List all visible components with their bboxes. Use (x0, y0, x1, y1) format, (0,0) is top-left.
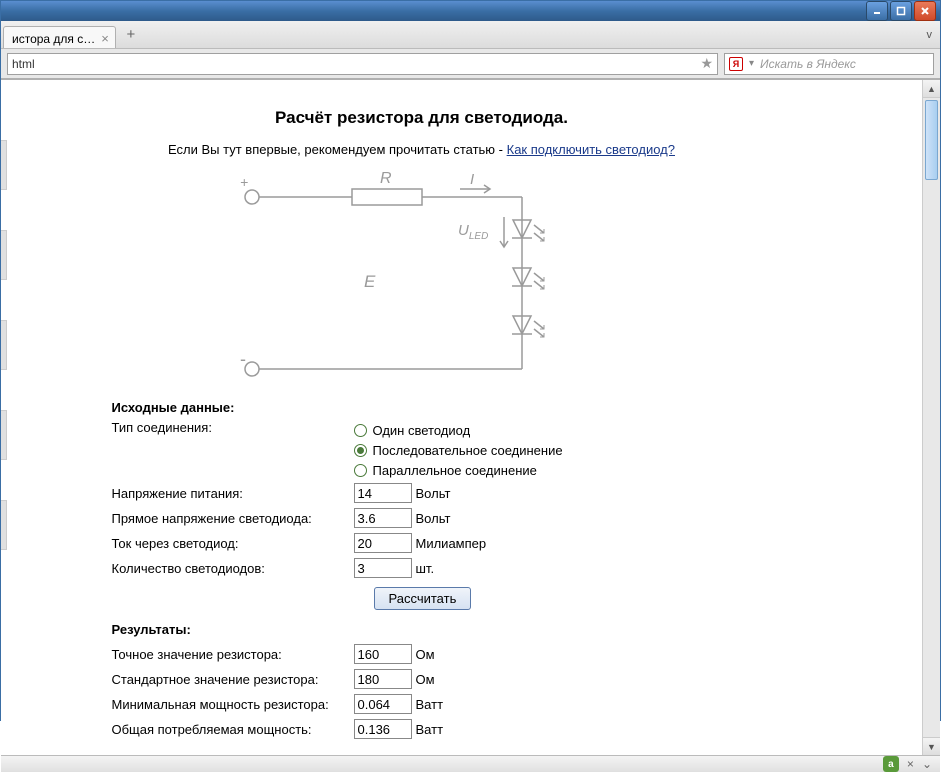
field-label: Количество светодиодов: (112, 561, 354, 576)
address-row: html ★ Я ▾ Искать в Яндекс (1, 49, 940, 79)
intro-text: Если Вы тут впервые, рекомендуем прочита… (92, 142, 752, 157)
radio-single[interactable]: Один светодиод (354, 420, 563, 440)
new-tab-button[interactable]: + (120, 26, 142, 44)
circuit-diagram: + R I (212, 169, 632, 387)
field-unit: шт. (416, 561, 435, 576)
field-input[interactable] (354, 508, 412, 528)
result-output[interactable] (354, 669, 412, 689)
scroll-thumb[interactable] (925, 100, 938, 180)
result-output[interactable] (354, 644, 412, 664)
status-close-icon[interactable]: × (907, 757, 914, 771)
result-unit: Ватт (416, 722, 444, 737)
radio-icon (354, 424, 367, 437)
svg-text:R: R (380, 170, 392, 187)
type-label: Тип соединения: (112, 420, 354, 435)
input-row: Прямое напряжение светодиода: Вольт (112, 506, 752, 530)
result-row: Минимальная мощность резистора: Ватт (112, 692, 752, 716)
result-row: Точное значение резистора: Ом (112, 642, 752, 666)
maximize-button[interactable] (890, 1, 912, 21)
page-content: Расчёт резистора для светодиода. Если Вы… (72, 80, 792, 755)
scroll-down-icon[interactable]: ▼ (923, 737, 940, 755)
inputs-heading: Исходные данные: (112, 400, 354, 415)
svg-text:ULED: ULED (458, 222, 488, 242)
browser-window: истора для с… × + v html ★ Я ▾ Искать в … (0, 0, 941, 721)
radio-icon (354, 464, 367, 477)
window-titlebar (1, 1, 940, 21)
left-gutter (1, 140, 7, 590)
yandex-icon: Я (729, 57, 743, 71)
svg-text:+: + (240, 174, 248, 190)
url-text: html (12, 57, 700, 71)
field-label: Ток через светодиод: (112, 536, 354, 551)
input-row: Количество светодиодов: шт. (112, 556, 752, 580)
bookmark-star-icon[interactable]: ★ (700, 55, 713, 72)
result-output[interactable] (354, 719, 412, 739)
result-row: Стандартное значение резистора: Ом (112, 667, 752, 691)
calculate-button[interactable]: Рассчитать (374, 587, 472, 610)
close-button[interactable] (914, 1, 936, 21)
search-input[interactable]: Я ▾ Искать в Яндекс (724, 53, 934, 75)
url-input[interactable]: html ★ (7, 53, 718, 75)
status-chevron-icon[interactable]: ⌄ (922, 757, 932, 771)
svg-text:I: I (470, 171, 474, 188)
results-heading: Результаты: (112, 622, 354, 637)
field-unit: Вольт (416, 486, 451, 501)
vertical-scrollbar[interactable]: ▲ ▼ (922, 80, 940, 755)
status-badge[interactable]: a (883, 756, 899, 772)
input-row: Ток через светодиод: Милиампер (112, 531, 752, 555)
svg-text:-: - (240, 349, 246, 369)
result-output[interactable] (354, 694, 412, 714)
radio-icon (354, 444, 367, 457)
browser-toolbars: истора для с… × + v html ★ Я ▾ Искать в … (1, 21, 940, 80)
field-unit: Вольт (416, 511, 451, 526)
tab-strip: истора для с… × + v (1, 21, 940, 49)
field-label: Прямое напряжение светодиода: (112, 511, 354, 526)
field-input[interactable] (354, 483, 412, 503)
result-unit: Ватт (416, 697, 444, 712)
scroll-up-icon[interactable]: ▲ (923, 80, 940, 98)
tab-close-icon[interactable]: × (101, 32, 109, 45)
result-unit: Ом (416, 672, 435, 687)
field-label: Напряжение питания: (112, 486, 354, 501)
page-title: Расчёт резистора для светодиода. (92, 108, 752, 128)
tabs-dropdown-icon[interactable]: v (927, 29, 933, 41)
search-placeholder: Искать в Яндекс (760, 57, 929, 71)
search-dropdown-icon[interactable]: ▾ (749, 58, 754, 69)
status-bar: a × ⌄ (1, 755, 940, 772)
svg-text:E: E (364, 272, 376, 291)
result-label: Общая потребляемая мощность: (112, 722, 354, 737)
field-unit: Милиампер (416, 536, 487, 551)
tab-title: истора для с… (12, 32, 95, 46)
radio-parallel[interactable]: Параллельное соединение (354, 460, 563, 480)
inputs-section: Исходные данные: Тип соединения: Один св… (112, 395, 752, 741)
content-area: Расчёт резистора для светодиода. Если Вы… (1, 80, 940, 755)
result-label: Точное значение резистора: (112, 647, 354, 662)
field-input[interactable] (354, 558, 412, 578)
input-row: Напряжение питания: Вольт (112, 481, 752, 505)
radio-series[interactable]: Последовательное соединение (354, 440, 563, 460)
minimize-button[interactable] (866, 1, 888, 21)
browser-tab[interactable]: истора для с… × (3, 26, 116, 48)
result-label: Стандартное значение резистора: (112, 672, 354, 687)
intro-link[interactable]: Как подключить светодиод? (507, 142, 675, 157)
page-viewport: Расчёт резистора для светодиода. Если Вы… (1, 80, 922, 755)
result-unit: Ом (416, 647, 435, 662)
connection-radio-group: Один светодиод Последовательное соединен… (354, 420, 563, 480)
field-input[interactable] (354, 533, 412, 553)
result-label: Минимальная мощность резистора: (112, 697, 354, 712)
